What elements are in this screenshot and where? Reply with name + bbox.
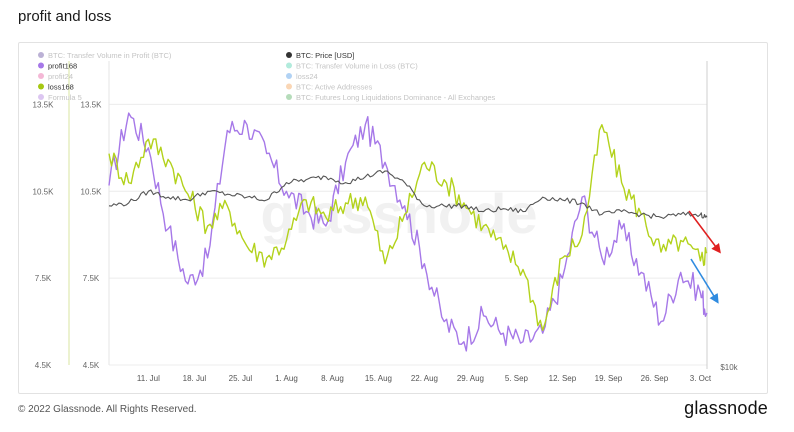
x-tick-label: 5. Sep: [505, 374, 529, 383]
y-axis-right-unit: $10k: [720, 363, 738, 372]
legend-label[interactable]: BTC: Active Addresses: [296, 83, 373, 92]
series-line-loss168: [108, 124, 708, 331]
legend-dot: [286, 52, 292, 58]
x-tick-label: 15. Aug: [365, 374, 392, 383]
legend-dot: [286, 73, 292, 79]
y-tick-label-outer: 4.5K: [35, 361, 52, 370]
legend-dot: [286, 62, 292, 69]
y-axis-left: 13.5K 10.5K 7.5K 4.5K 13.5K 10.5K 7.5K 4.5K $10k: [33, 100, 739, 372]
y-tick-label-outer: 13.5K: [33, 100, 55, 109]
x-tick-label: 22. Aug: [411, 374, 438, 383]
glassnode-logo: glassnode: [684, 398, 768, 418]
legend-dot: [38, 83, 44, 90]
series-line-btc-price-usd-: [108, 169, 708, 219]
legend-label[interactable]: profit168: [48, 62, 77, 71]
y-tick-label-inner: 13.5K: [81, 100, 103, 109]
x-tick-label: 3. Oct: [690, 374, 712, 383]
chart-card: glassnode 13.5K 10.5K 7.5K 4.5K 13.5K 10.5K 7.…: [18, 42, 768, 394]
legend-dot: [286, 94, 292, 100]
series-group: [108, 112, 708, 352]
y-tick-label-inner: 10.5K: [81, 187, 103, 196]
x-tick-label: 18. Jul: [183, 374, 207, 383]
legend-label[interactable]: loss24: [296, 72, 318, 81]
legend-label[interactable]: Formula 5: [48, 93, 82, 102]
legend-dot: [286, 83, 292, 90]
blue-trend-arrow: [690, 258, 719, 304]
x-tick-label: 26. Sep: [641, 374, 669, 383]
legend-dot: [38, 62, 44, 69]
legend-label[interactable]: profit24: [48, 72, 73, 81]
watermark: glassnode: [261, 182, 538, 245]
x-tick-label: 12. Sep: [549, 374, 577, 383]
legend-label[interactable]: BTC: Transfer Volume in Profit (BTC): [48, 51, 172, 60]
legend-dot: [38, 94, 44, 100]
y-tick-label-inner: 7.5K: [83, 274, 100, 283]
legend-label[interactable]: loss168: [48, 83, 74, 92]
chart-svg: glassnode 13.5K 10.5K 7.5K 4.5K 13.5K 10.5K 7.…: [33, 51, 739, 383]
x-tick-label: 29. Aug: [457, 374, 484, 383]
page-title: profit and loss: [18, 8, 112, 25]
legend-label[interactable]: BTC: Futures Long Liquidations Dominance…: [296, 93, 496, 102]
x-tick-label: 8. Aug: [321, 374, 344, 383]
x-tick-label: 19. Sep: [595, 374, 623, 383]
legend-label[interactable]: BTC: Transfer Volume in Loss (BTC): [296, 62, 418, 71]
legend[interactable]: BTC: Transfer Volume in Profit (BTC) prof…: [38, 51, 496, 102]
copyright-text: © 2022 Glassnode. All Rights Reserved.: [18, 404, 197, 415]
x-tick-label: 11. Jul: [137, 374, 160, 383]
legend-dot: [38, 73, 44, 79]
x-tick-label: 25. Jul: [229, 374, 253, 383]
x-axis: 11. Jul 18. Jul 25. Jul 1. Aug 8. Aug 15. Aug…: [137, 374, 712, 383]
y-tick-label-outer: 7.5K: [35, 274, 52, 283]
series-line-profit168: [108, 112, 708, 352]
y-tick-label-outer: 10.5K: [33, 187, 55, 196]
red-trend-arrow: [688, 210, 721, 254]
legend-dot: [38, 52, 44, 58]
y-tick-label-inner: 4.5K: [83, 361, 100, 370]
x-tick-label: 1. Aug: [275, 374, 298, 383]
trend-arrows: [688, 210, 721, 304]
legend-label[interactable]: BTC: Price [USD]: [296, 51, 354, 60]
